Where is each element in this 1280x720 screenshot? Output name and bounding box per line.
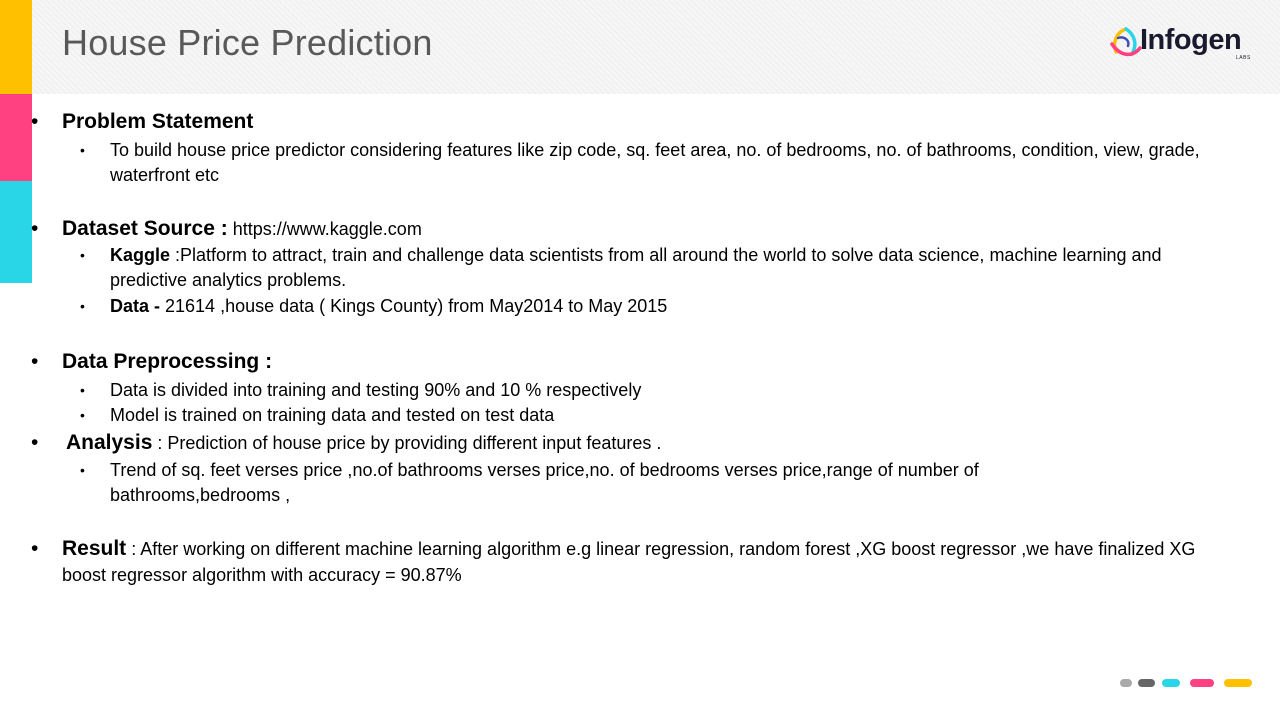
pager-dot <box>1138 679 1155 687</box>
data-text: 21614 ,house data ( Kings County) from M… <box>160 296 668 316</box>
sub-bullet-icon: • <box>80 298 85 314</box>
problem-statement-text: To build house price predictor consideri… <box>110 140 1200 185</box>
logo-mark-icon <box>1110 27 1142 57</box>
bullet-icon: • <box>31 537 39 560</box>
logo-subtext: LABS <box>1236 55 1251 61</box>
infogen-logo: Infogen LABS <box>1108 24 1258 66</box>
sub-bullet-icon: • <box>80 142 85 158</box>
sub-bullet-icon: • <box>80 462 85 478</box>
analysis-heading: • Analysis : Prediction of house price b… <box>31 430 662 456</box>
data-label: Data - <box>110 296 161 316</box>
accent-strip-pink <box>0 94 32 181</box>
problem-statement-heading: • Problem Statement <box>31 109 254 135</box>
bullet-icon: • <box>31 431 39 454</box>
kaggle-text: :Platform to attract, train and challeng… <box>110 245 1162 290</box>
logo-wordmark: Infogen <box>1140 24 1242 56</box>
preprocessing-text: Model is trained on training data and te… <box>110 405 555 425</box>
sub-bullet-icon: • <box>80 382 85 398</box>
analysis-text: : Prediction of house price by providing… <box>152 433 662 453</box>
preprocessing-item: • Model is trained on training data and … <box>80 403 1220 428</box>
preprocessing-text: Data is divided into training and testin… <box>110 380 642 400</box>
slide-title: House Price Prediction <box>62 22 433 63</box>
pager-dot <box>1120 679 1132 687</box>
kaggle-item: • Kaggle :Platform to attract, train and… <box>80 243 1220 293</box>
analysis-item: • Trend of sq. feet verses price ,no.of … <box>80 458 1110 508</box>
slide-pager <box>1120 679 1252 687</box>
result-text: : After working on different machine lea… <box>62 539 1196 585</box>
analysis-item-text: Trend of sq. feet verses price ,no.of ba… <box>110 460 979 505</box>
data-item: • Data - 21614 ,house data ( Kings Count… <box>80 294 1220 319</box>
kaggle-label: Kaggle <box>110 245 171 265</box>
dataset-source-title: Dataset Source : <box>62 217 228 240</box>
pager-dot <box>1162 679 1180 687</box>
dataset-source-url: https://www.kaggle.com <box>227 219 422 239</box>
sub-bullet-icon: • <box>80 407 85 423</box>
header-band <box>32 0 1280 94</box>
bullet-icon: • <box>31 350 39 373</box>
pager-dot <box>1190 679 1214 687</box>
data-preprocessing-title: Data Preprocessing : <box>62 350 273 373</box>
preprocessing-item: • Data is divided into training and test… <box>80 378 1220 403</box>
data-preprocessing-heading: • Data Preprocessing : <box>31 349 273 375</box>
accent-strip-yellow <box>0 0 32 94</box>
bullet-icon: • <box>31 217 39 240</box>
problem-statement-title: Problem Statement <box>62 110 254 133</box>
sub-bullet-icon: • <box>80 247 85 263</box>
dataset-source-heading: • Dataset Source : https://www.kaggle.co… <box>31 216 422 242</box>
pager-dot <box>1224 679 1252 687</box>
accent-strip-cyan <box>0 181 32 283</box>
result-heading: • Result : After working on different ma… <box>31 536 1222 588</box>
problem-statement-item: • To build house price predictor conside… <box>80 138 1220 188</box>
analysis-title: Analysis <box>66 431 153 454</box>
result-title: Result <box>62 537 127 560</box>
bullet-icon: • <box>31 110 39 133</box>
